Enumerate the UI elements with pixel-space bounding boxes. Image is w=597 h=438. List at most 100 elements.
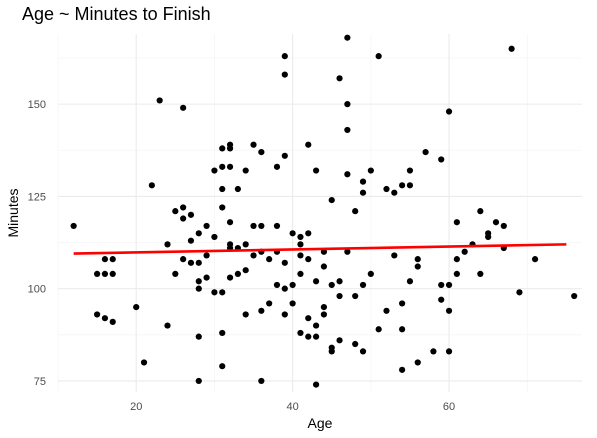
data-point — [297, 241, 304, 248]
data-point — [195, 278, 202, 285]
data-point — [352, 340, 359, 348]
data-point — [109, 270, 116, 277]
data-point — [273, 281, 281, 289]
data-point — [492, 219, 500, 226]
data-point — [336, 292, 343, 300]
data-point — [320, 263, 328, 270]
data-point — [273, 222, 281, 230]
data-point — [336, 337, 343, 344]
data-point — [312, 333, 320, 340]
data-point — [336, 278, 343, 285]
data-point — [148, 182, 155, 189]
data-point — [305, 315, 312, 322]
data-point — [250, 141, 257, 148]
data-point — [414, 263, 421, 270]
data-point — [281, 259, 288, 266]
data-point — [234, 270, 241, 277]
data-point — [383, 307, 390, 314]
data-point — [289, 281, 296, 289]
data-point — [406, 167, 414, 174]
data-point — [195, 377, 202, 385]
data-point — [297, 252, 304, 259]
x-tick-label: 20 — [130, 401, 142, 413]
data-point — [172, 270, 179, 277]
data-point — [109, 256, 116, 263]
data-point — [485, 233, 492, 241]
tick-labels: 20 40 60 75 100 125 150 — [28, 99, 456, 413]
data-point — [344, 248, 351, 255]
data-point — [508, 45, 515, 52]
data-point — [101, 270, 109, 277]
data-point — [571, 292, 578, 300]
data-point — [273, 163, 281, 170]
data-point — [359, 348, 367, 355]
data-point — [258, 377, 265, 385]
data-point — [312, 381, 320, 388]
data-point — [219, 204, 226, 211]
data-point — [352, 292, 359, 300]
data-point — [281, 53, 288, 60]
data-point — [445, 281, 453, 289]
data-point — [399, 366, 406, 373]
data-point — [328, 344, 335, 351]
data-point — [203, 274, 210, 281]
data-point — [516, 289, 523, 296]
data-point — [391, 189, 398, 196]
data-point — [195, 230, 202, 237]
data-point — [258, 222, 265, 230]
data-point — [414, 359, 421, 366]
data-point — [297, 270, 304, 277]
data-point — [312, 278, 320, 285]
y-tick-label: 75 — [34, 376, 46, 388]
data-point — [399, 182, 406, 189]
data-point — [70, 222, 77, 230]
data-point — [187, 259, 195, 266]
data-point — [477, 270, 484, 277]
data-points — [70, 34, 578, 388]
data-point — [250, 222, 257, 230]
data-point — [180, 215, 187, 222]
data-point — [328, 281, 335, 289]
data-point — [445, 348, 453, 355]
data-point — [242, 167, 249, 174]
data-point — [219, 289, 226, 296]
data-point — [187, 237, 195, 244]
data-point — [226, 219, 234, 226]
data-point — [461, 248, 468, 255]
data-point — [281, 71, 288, 78]
data-point — [211, 233, 218, 241]
data-point — [250, 252, 257, 259]
data-point — [383, 185, 390, 193]
data-point — [211, 289, 218, 296]
data-point — [414, 256, 421, 263]
data-point — [312, 167, 320, 174]
data-point — [375, 326, 382, 333]
data-point — [453, 270, 460, 277]
x-axis-title: Age — [308, 415, 333, 431]
data-point — [320, 311, 328, 318]
data-point — [453, 219, 460, 226]
data-point — [430, 348, 437, 355]
data-point — [234, 185, 241, 193]
data-point — [164, 241, 171, 248]
data-point — [203, 252, 210, 259]
grid — [57, 34, 582, 392]
data-point — [281, 152, 288, 159]
data-point — [500, 222, 507, 230]
data-point — [101, 315, 109, 322]
data-point — [391, 252, 398, 259]
data-point — [242, 241, 249, 248]
data-point — [226, 141, 234, 148]
data-point — [328, 196, 335, 204]
data-point — [289, 230, 296, 237]
data-point — [180, 104, 187, 111]
data-point — [281, 285, 288, 292]
data-point — [226, 274, 234, 281]
data-point — [109, 318, 116, 325]
data-point — [195, 333, 202, 340]
data-point — [344, 101, 351, 108]
y-axis-title: Minutes — [5, 188, 21, 237]
data-point — [219, 363, 226, 370]
data-point — [359, 189, 367, 196]
